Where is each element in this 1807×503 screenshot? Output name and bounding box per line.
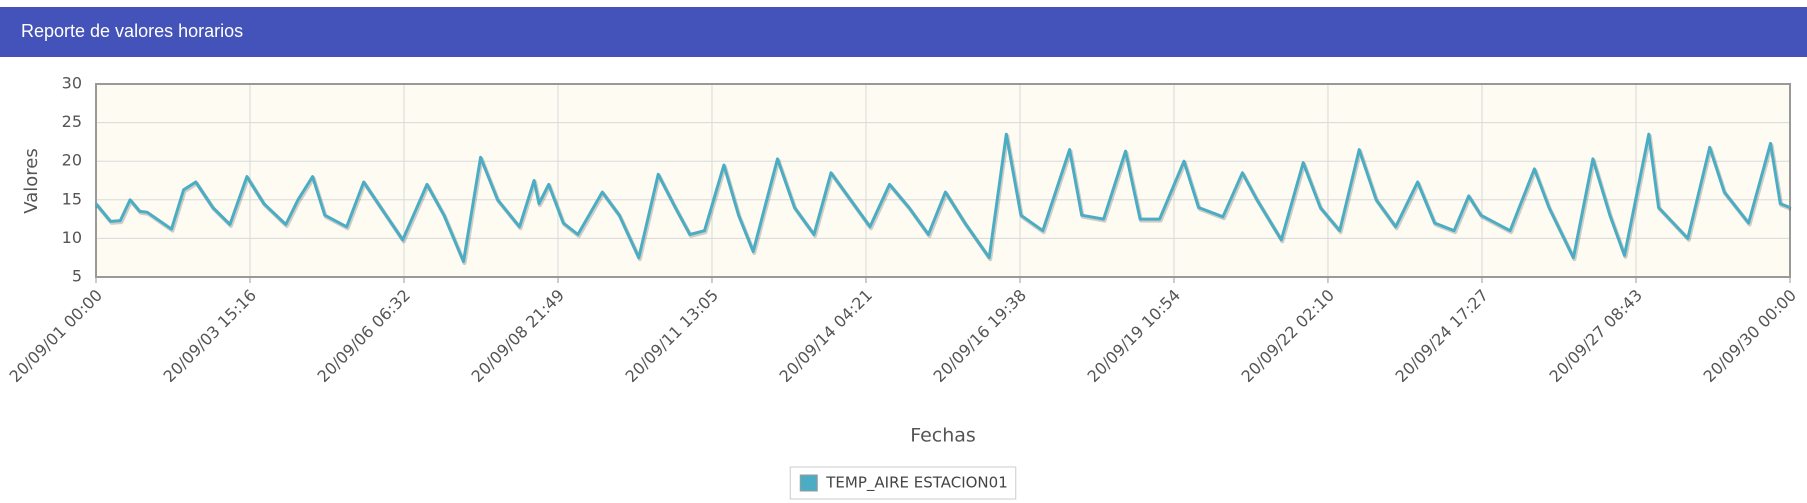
header-bar xyxy=(0,7,1807,57)
x-tick-label: 20/09/03 15:16 xyxy=(160,286,260,386)
x-tick-label: 20/09/19 10:54 xyxy=(1084,286,1184,386)
x-tick-label: 20/09/22 02:10 xyxy=(1238,286,1338,386)
legend-box xyxy=(789,466,1017,500)
y-axis-label: Valores xyxy=(21,148,42,213)
y-tick-label: 25 xyxy=(62,112,82,131)
series-line xyxy=(94,132,1791,264)
y-tick-label: 20 xyxy=(62,151,82,170)
plot-border xyxy=(95,83,1791,278)
x-tick-label: 20/09/11 13:05 xyxy=(622,286,722,386)
x-axis-label: Fechas xyxy=(910,425,976,447)
x-tick-label: 20/09/01 00:00 xyxy=(6,286,106,386)
legend: TEMP_AIRE ESTACION01 xyxy=(789,466,1017,500)
plot-background xyxy=(96,84,1790,277)
chart-title: Reporte de valores horarios xyxy=(21,21,243,41)
x-tick-label: 20/09/30 00:00 xyxy=(1700,286,1800,386)
x-tick-label: 20/09/06 06:32 xyxy=(314,286,414,386)
y-tick-label: 30 xyxy=(62,74,82,93)
y-tick-label: 10 xyxy=(62,228,82,247)
x-tick-label: 20/09/08 21:49 xyxy=(468,286,568,386)
x-tick-label: 20/09/27 08:43 xyxy=(1546,286,1646,386)
x-tick-label: 20/09/16 19:38 xyxy=(930,286,1030,386)
legend-swatch xyxy=(799,474,818,492)
x-tick-label: 20/09/14 04:21 xyxy=(776,286,876,386)
y-tick-label: 5 xyxy=(72,267,82,286)
x-tick-label: 20/09/24 17:27 xyxy=(1392,286,1492,386)
y-tick-label: 15 xyxy=(62,189,82,208)
legend-label: TEMP_AIRE ESTACION01 xyxy=(825,474,1008,493)
